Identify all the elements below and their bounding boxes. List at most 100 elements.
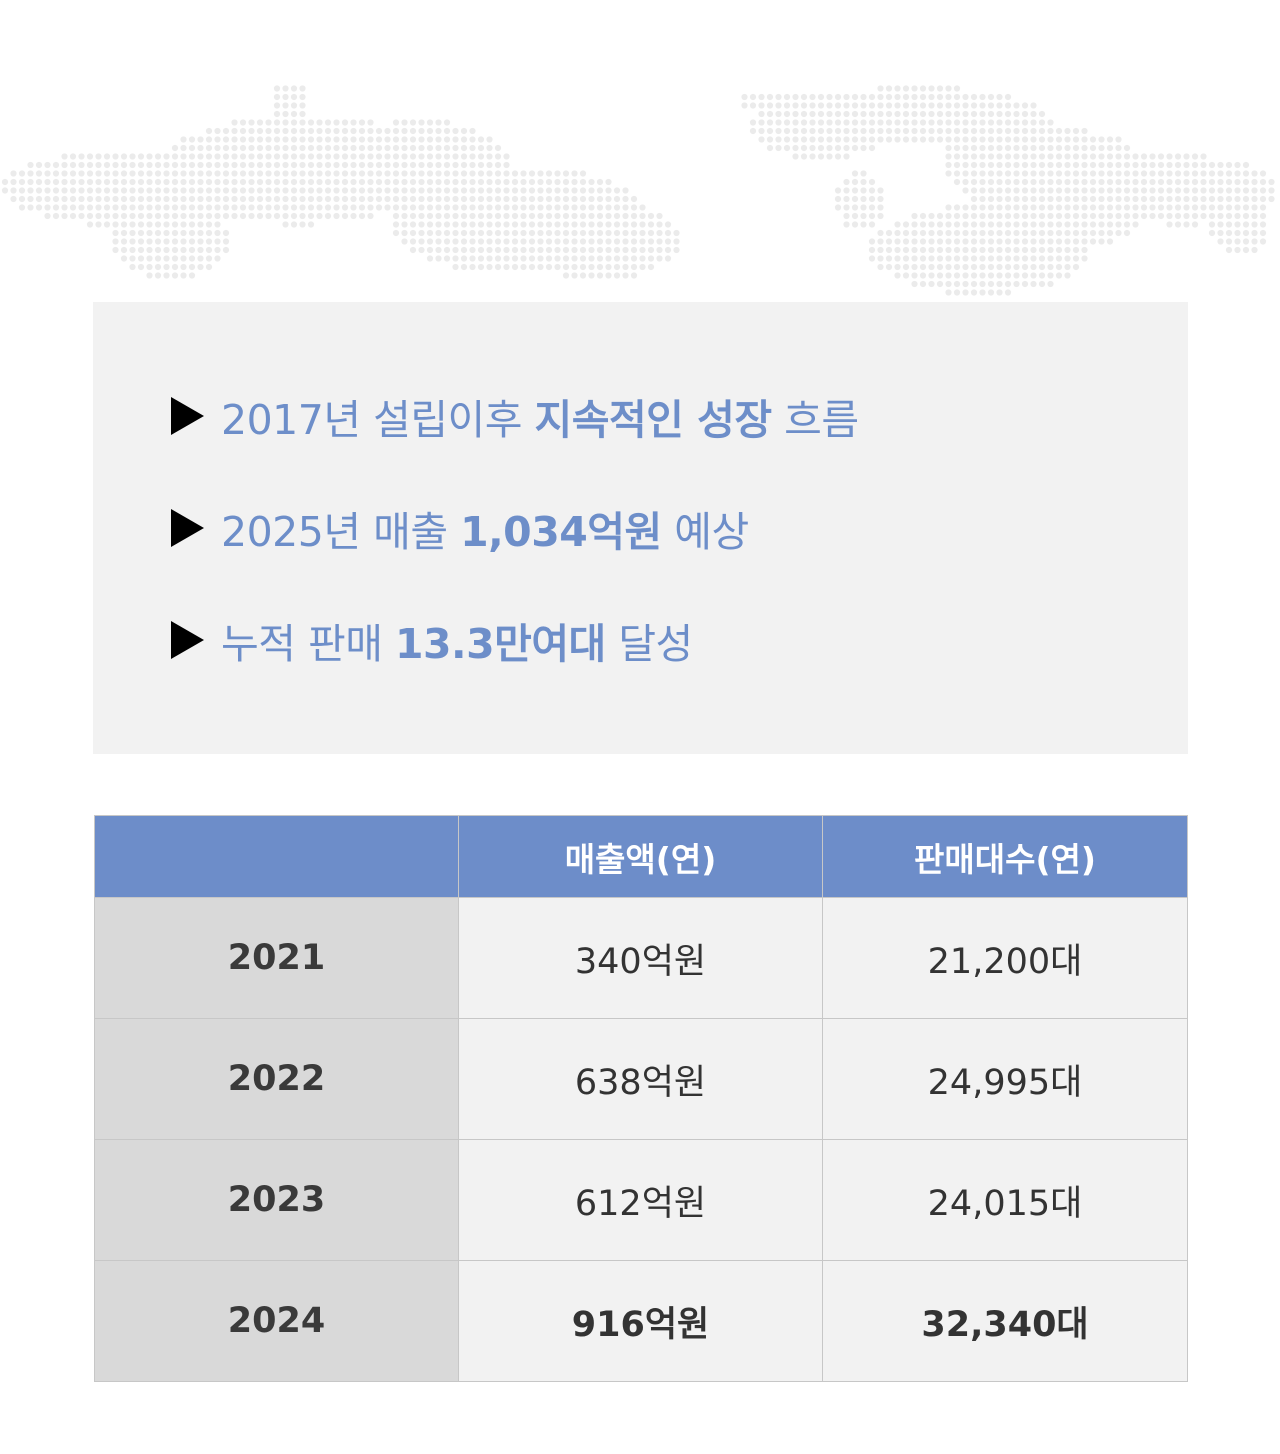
map-dot [979,221,986,228]
map-dot [426,119,434,126]
map-dot [282,161,289,169]
map-dot [222,212,230,220]
map-dot [1259,178,1267,186]
map-dot [350,119,357,126]
map-dot [180,144,187,152]
map-dot [1030,272,1037,279]
map-dot [1106,178,1114,186]
map-dot [1030,161,1037,169]
map-dot [460,144,468,152]
map-dot [868,195,876,203]
map-dot [749,93,757,101]
map-dot [1098,153,1105,160]
map-dot [154,246,162,254]
map-dot [554,178,561,186]
map-dot [902,119,910,126]
map-dot [1047,170,1054,177]
map-dot [375,195,383,203]
map-dot [205,263,213,271]
map-dot [273,85,281,92]
map-dot [239,178,247,186]
map-dot [443,238,451,245]
map-dot [324,170,332,177]
map-dot [605,204,612,211]
map-dot [27,195,34,203]
map-dot [231,161,238,169]
map-dot [35,178,43,186]
map-dot [265,153,272,160]
map-dot [188,153,196,160]
map-dot [919,93,927,101]
map-dot [78,212,85,220]
map-dot [987,229,995,237]
map-dot [953,85,961,92]
map-dot [775,136,782,143]
map-dot [316,127,323,135]
map-dot [503,153,510,160]
map-dot [630,246,638,254]
map-dot [809,93,816,101]
map-dot [120,229,128,237]
map-dot [137,170,145,177]
map-dot [1200,153,1207,160]
map-dot [316,144,323,152]
map-dot [826,144,833,152]
map-dot [987,272,995,279]
map-dot [1081,229,1088,237]
map-dot [1217,212,1224,220]
map-dot [409,238,417,245]
map-dot [1047,136,1054,143]
map-dot [443,204,451,211]
map-dot [979,93,986,101]
map-dot [1081,178,1088,186]
map-dot [664,229,672,237]
map-dot [758,136,765,143]
map-dot [928,238,935,245]
map-dot [1038,280,1046,288]
map-dot [1225,178,1233,186]
map-dot [494,187,502,194]
map-dot [282,178,289,186]
map-dot [460,178,468,186]
map-dot [341,144,349,152]
map-dot [256,161,264,169]
map-dot [970,221,978,228]
map-dot [1021,170,1029,177]
map-dot [928,212,935,220]
map-dot [1055,263,1063,271]
map-dot [647,263,655,271]
map-dot [154,170,162,177]
map-dot [35,204,43,211]
map-dot [911,246,918,254]
map-dot [766,144,774,152]
map-dot [588,178,595,186]
map-dot [1081,144,1088,152]
map-dot [503,229,510,237]
map-dot [120,195,128,203]
map-dot [520,263,527,271]
map-dot [834,144,842,152]
map-dot [1106,229,1114,237]
map-dot [503,221,510,228]
map-dot [299,178,306,186]
map-dot [511,246,519,254]
map-dot [962,246,969,254]
map-dot [324,144,332,152]
map-dot [511,255,519,262]
map-dot [996,272,1003,279]
map-dot [265,187,272,194]
map-dot [1004,161,1012,169]
map-dot [307,204,315,211]
map-dot [256,195,264,203]
map-dot [1013,238,1020,245]
map-dot [809,119,816,126]
map-dot [265,178,272,186]
map-dot [571,178,578,186]
map-dot [630,195,638,203]
map-dot [885,136,893,143]
map-dot [1047,212,1054,220]
map-dot [1174,212,1182,220]
map-dot [1004,187,1012,194]
map-dot [1234,195,1241,203]
map-dot [1038,119,1046,126]
